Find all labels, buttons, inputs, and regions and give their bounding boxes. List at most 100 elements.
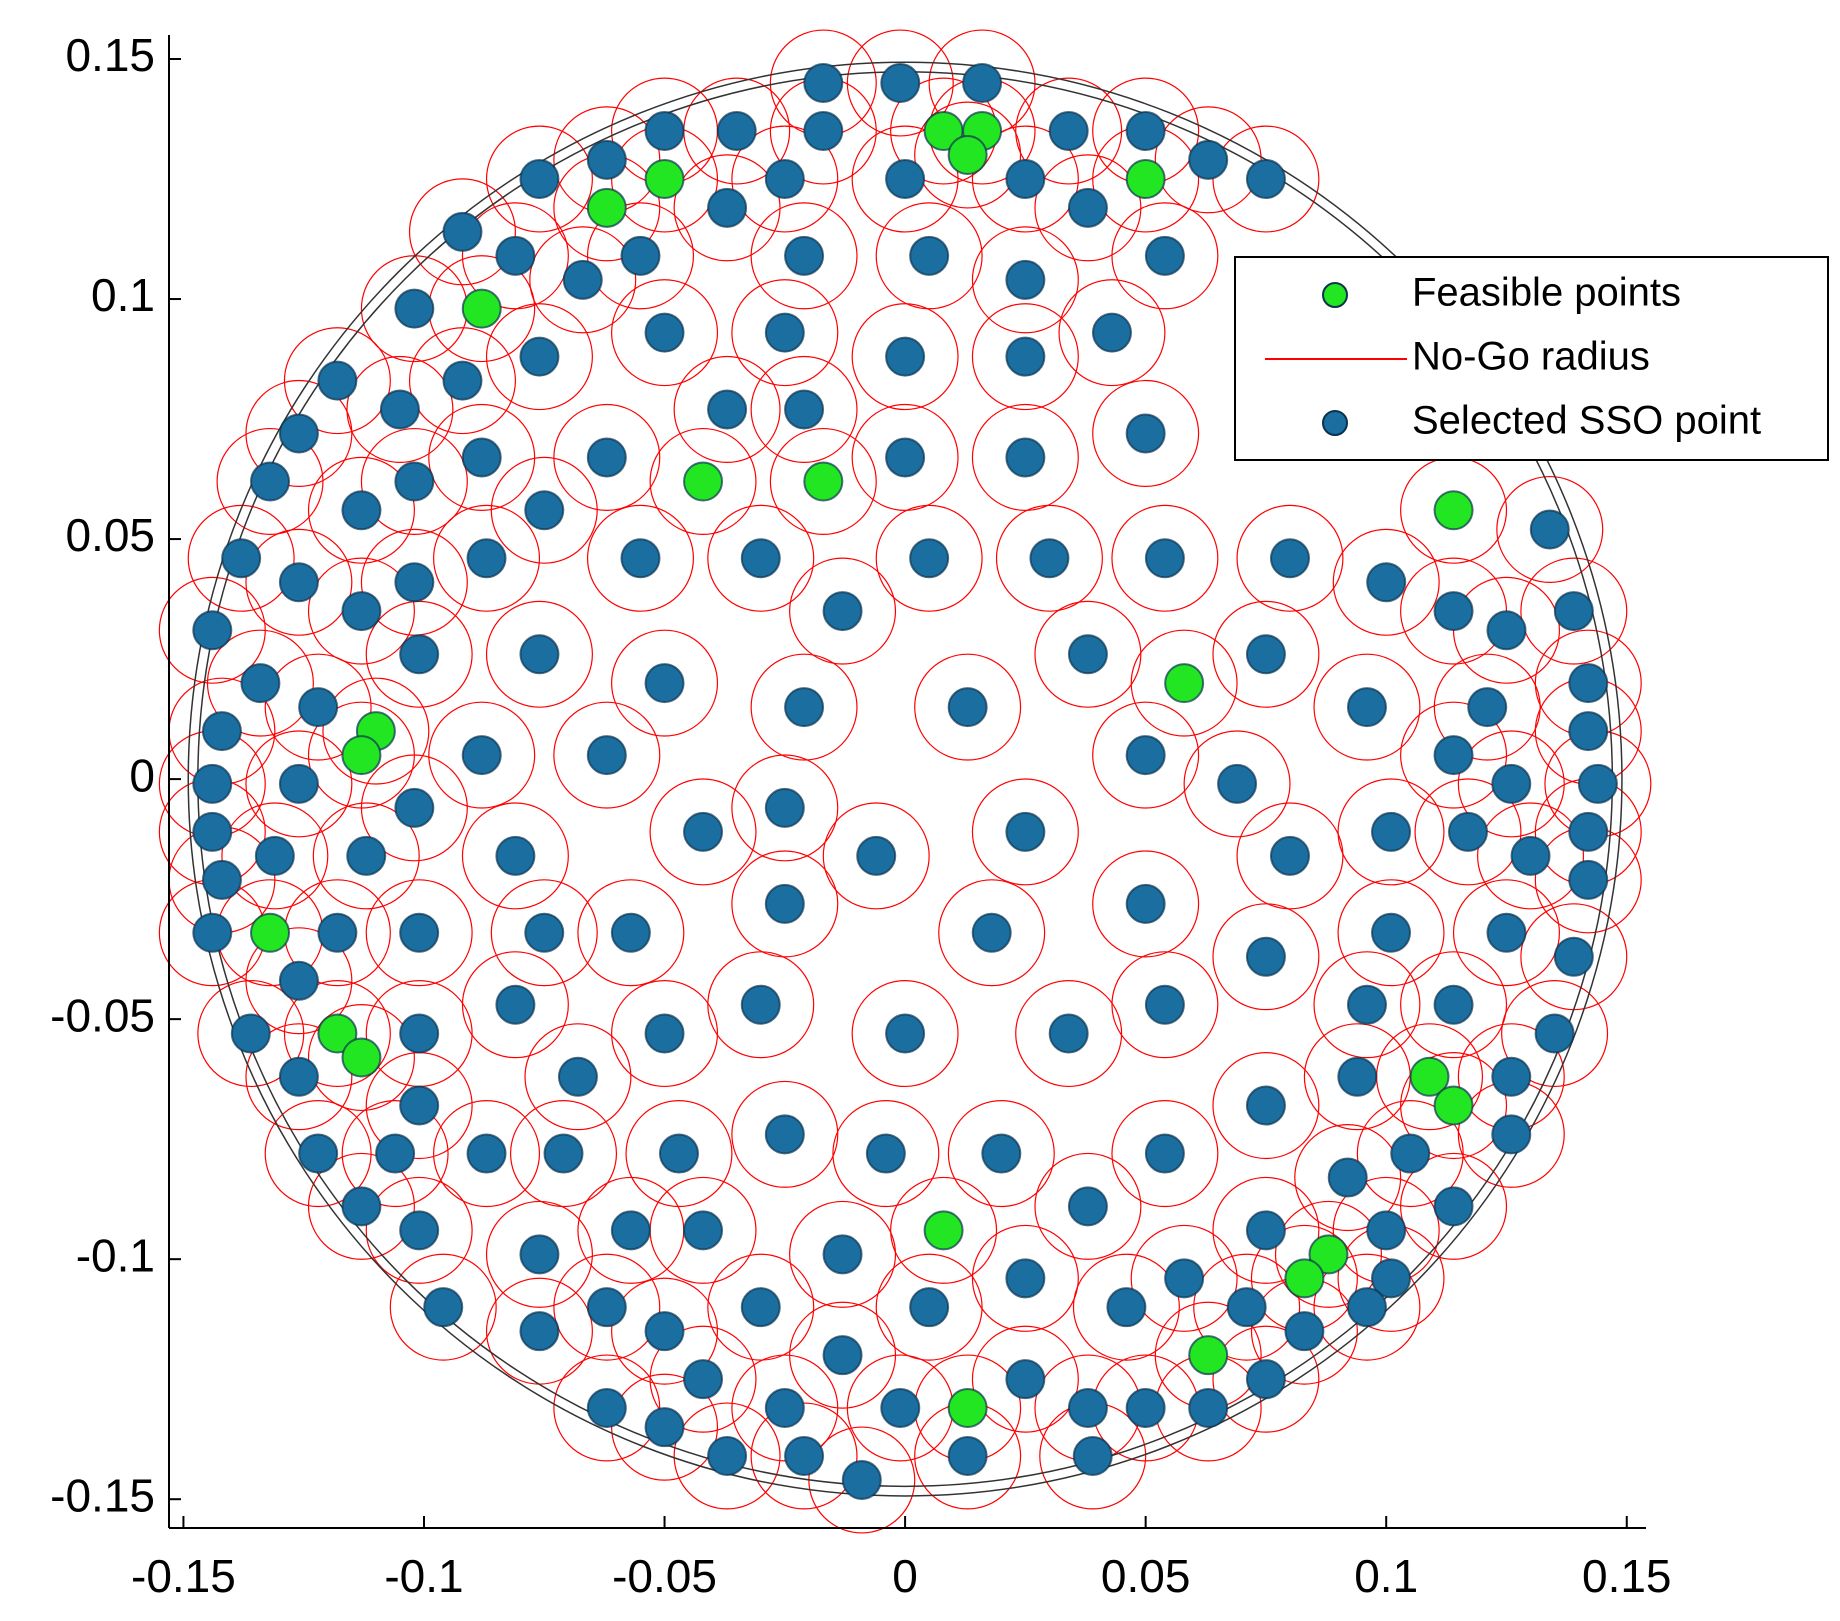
- point: [764, 787, 805, 828]
- no-go-circle: [1236, 802, 1344, 910]
- no-go-circle: [1130, 1224, 1238, 1332]
- point: [1447, 811, 1488, 852]
- point: [947, 1387, 988, 1428]
- point: [399, 912, 440, 953]
- point: [586, 1387, 627, 1428]
- no-go-circle: [611, 1277, 719, 1385]
- y-tick-label: 0.05: [65, 509, 155, 561]
- no-go-circle: [307, 557, 415, 665]
- point: [1486, 610, 1527, 651]
- point: [1371, 912, 1412, 953]
- point: [740, 1287, 781, 1328]
- point: [1467, 687, 1508, 728]
- point: [278, 1056, 319, 1097]
- point: [784, 389, 825, 430]
- point: [250, 461, 291, 502]
- point: [784, 1435, 825, 1476]
- point: [341, 1186, 382, 1227]
- no-go-circle: [221, 802, 329, 910]
- legend-marker: [1322, 410, 1348, 436]
- no-go-circle: [1332, 528, 1440, 636]
- point: [1346, 984, 1387, 1025]
- no-go-circle: [1111, 1100, 1219, 1208]
- point: [962, 63, 1003, 104]
- no-go-circle: [1212, 600, 1320, 708]
- point: [375, 1133, 416, 1174]
- point: [683, 811, 724, 852]
- point: [1534, 1013, 1575, 1054]
- no-go-circle: [283, 327, 391, 435]
- point: [1366, 1210, 1407, 1251]
- no-go-circle: [461, 951, 569, 1059]
- point: [885, 1013, 926, 1054]
- no-go-circle: [485, 1200, 593, 1308]
- no-go-circle: [1313, 1253, 1421, 1361]
- no-go-circle: [1414, 778, 1522, 886]
- no-go-circle: [1212, 1052, 1320, 1160]
- point: [230, 1013, 271, 1054]
- point: [1125, 883, 1166, 924]
- point: [278, 960, 319, 1001]
- no-go-circle: [490, 879, 598, 987]
- no-go-circle: [1477, 802, 1585, 910]
- no-go-circle: [971, 1224, 1079, 1332]
- point: [1486, 912, 1527, 953]
- no-go-circle: [485, 600, 593, 708]
- no-go-circle: [187, 504, 295, 612]
- no-go-circle: [264, 653, 372, 761]
- point: [1106, 1287, 1147, 1328]
- no-go-circle: [1501, 980, 1609, 1088]
- no-go-circle: [1313, 653, 1421, 761]
- point: [620, 235, 661, 276]
- point: [1568, 811, 1609, 852]
- point: [947, 1435, 988, 1476]
- point: [1491, 1114, 1532, 1155]
- x-tick-label: 0: [892, 1550, 918, 1602]
- no-go-circle: [1111, 504, 1219, 612]
- point: [394, 787, 435, 828]
- no-go-circle: [1015, 77, 1123, 185]
- no-go-circle: [322, 677, 430, 785]
- point: [399, 1013, 440, 1054]
- no-go-circle: [822, 802, 930, 910]
- boundary-circle: [187, 61, 1623, 1497]
- no-go-circle: [731, 125, 839, 233]
- point: [880, 1387, 921, 1428]
- no-go-circle: [1274, 1200, 1382, 1308]
- point: [1409, 1056, 1450, 1097]
- no-go-circle: [851, 403, 959, 511]
- no-go-circle: [428, 403, 536, 511]
- point: [1433, 984, 1474, 1025]
- point: [1269, 538, 1310, 579]
- point: [803, 461, 844, 502]
- point: [586, 1287, 627, 1328]
- point: [379, 389, 420, 430]
- no-go-circle: [360, 427, 468, 535]
- point: [822, 591, 863, 632]
- point: [1067, 187, 1108, 228]
- point: [1433, 1186, 1474, 1227]
- no-go-circle: [914, 101, 1022, 209]
- no-go-circle: [971, 778, 1079, 886]
- no-go-circle: [750, 653, 858, 761]
- no-go-circle: [1212, 1325, 1320, 1433]
- no-go-circle: [1457, 730, 1565, 838]
- no-go-circle: [707, 504, 815, 612]
- point: [885, 437, 926, 478]
- point: [707, 389, 748, 430]
- point: [1005, 336, 1046, 377]
- no-go-circle: [1212, 903, 1320, 1011]
- point: [1144, 984, 1185, 1025]
- point: [201, 859, 242, 900]
- point: [707, 1435, 748, 1476]
- no-go-circle: [971, 125, 1079, 233]
- point: [620, 538, 661, 579]
- point: [923, 1210, 964, 1251]
- point: [1529, 509, 1570, 550]
- no-go-circle: [649, 778, 757, 886]
- no-go-circle: [1072, 1253, 1180, 1361]
- no-go-circle: [389, 1253, 497, 1361]
- no-go-circle: [428, 701, 536, 809]
- point: [278, 763, 319, 804]
- point: [1366, 562, 1407, 603]
